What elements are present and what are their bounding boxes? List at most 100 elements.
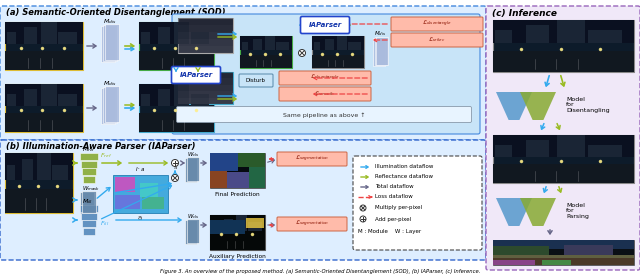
- Text: (b) Illumination-Aware Parser (IAParser): (b) Illumination-Aware Parser (IAParser): [6, 142, 195, 151]
- Bar: [5, 51, 83, 70]
- Bar: [493, 240, 634, 249]
- Bar: [493, 255, 634, 258]
- Bar: [186, 157, 198, 181]
- Bar: [178, 91, 233, 98]
- Bar: [312, 36, 364, 68]
- Bar: [157, 89, 170, 106]
- Bar: [276, 42, 289, 50]
- FancyBboxPatch shape: [172, 66, 221, 83]
- Bar: [248, 167, 265, 188]
- Text: $I\cdot a$: $I\cdot a$: [135, 165, 145, 173]
- Text: Reflectance dataflow: Reflectance dataflow: [375, 175, 433, 179]
- Text: $F_{ill}$: $F_{ill}$: [100, 219, 109, 228]
- Text: a: a: [138, 215, 142, 221]
- Bar: [139, 22, 214, 43]
- Bar: [42, 84, 57, 106]
- Bar: [139, 84, 214, 132]
- Bar: [253, 39, 262, 50]
- Text: Model
for
Parsing: Model for Parsing: [566, 203, 589, 219]
- Text: Disturb: Disturb: [246, 78, 266, 83]
- Bar: [542, 260, 570, 265]
- Bar: [265, 36, 275, 50]
- Bar: [210, 215, 265, 250]
- Bar: [312, 55, 364, 68]
- Bar: [178, 78, 233, 85]
- Text: $M_{dis}$: $M_{dis}$: [103, 79, 116, 88]
- FancyBboxPatch shape: [279, 71, 371, 85]
- Text: IAParser: IAParser: [308, 22, 342, 28]
- Bar: [493, 246, 549, 258]
- Bar: [83, 176, 95, 183]
- Bar: [105, 24, 119, 60]
- Bar: [174, 22, 189, 43]
- Bar: [210, 215, 265, 250]
- Bar: [178, 18, 233, 25]
- Bar: [493, 256, 634, 265]
- Bar: [237, 153, 265, 167]
- Bar: [326, 39, 334, 50]
- Bar: [139, 51, 214, 70]
- Polygon shape: [520, 92, 556, 120]
- Bar: [80, 153, 98, 160]
- Bar: [348, 42, 361, 50]
- Text: $M_{dis}$: $M_{dis}$: [103, 17, 116, 26]
- Polygon shape: [520, 198, 556, 226]
- Bar: [557, 20, 585, 43]
- Bar: [376, 37, 388, 65]
- Bar: [24, 89, 36, 106]
- Bar: [157, 27, 170, 43]
- Bar: [374, 37, 387, 65]
- Bar: [115, 195, 140, 209]
- Bar: [493, 51, 634, 72]
- Bar: [246, 218, 264, 228]
- Text: $\mathcal{L}_{disentangle}$: $\mathcal{L}_{disentangle}$: [310, 73, 340, 83]
- Bar: [240, 55, 292, 68]
- Bar: [5, 84, 83, 132]
- Bar: [42, 22, 57, 43]
- Bar: [178, 85, 233, 91]
- Bar: [113, 175, 168, 213]
- Text: $W_{cls}$: $W_{cls}$: [187, 150, 200, 159]
- Bar: [248, 222, 262, 231]
- FancyBboxPatch shape: [177, 106, 472, 122]
- Bar: [80, 192, 94, 214]
- Bar: [7, 32, 17, 43]
- Bar: [5, 22, 83, 43]
- Bar: [5, 153, 73, 213]
- Bar: [236, 215, 247, 231]
- Bar: [493, 164, 634, 183]
- Bar: [526, 25, 548, 43]
- Bar: [178, 18, 233, 53]
- Bar: [588, 30, 622, 43]
- Text: $F_{ref}$: $F_{ref}$: [100, 151, 112, 160]
- Text: $M_{ill}$: $M_{ill}$: [82, 197, 93, 206]
- Bar: [24, 27, 36, 43]
- Bar: [140, 183, 158, 197]
- Text: $M_{ref}$: $M_{ref}$: [82, 145, 96, 154]
- Bar: [373, 38, 385, 66]
- Bar: [81, 191, 95, 213]
- Circle shape: [172, 175, 179, 181]
- Bar: [178, 46, 233, 53]
- FancyBboxPatch shape: [277, 217, 347, 231]
- Bar: [141, 32, 150, 43]
- Circle shape: [360, 216, 366, 222]
- FancyBboxPatch shape: [0, 140, 486, 260]
- FancyBboxPatch shape: [279, 87, 371, 101]
- Bar: [7, 94, 17, 106]
- Bar: [588, 145, 622, 157]
- Bar: [142, 197, 164, 209]
- Bar: [58, 32, 77, 43]
- Text: $\mathcal{L}_{smooth}$: $\mathcal{L}_{smooth}$: [314, 89, 335, 98]
- Bar: [101, 88, 115, 124]
- Bar: [5, 22, 83, 70]
- Text: M : Module    W : Layer: M : Module W : Layer: [358, 230, 421, 235]
- Bar: [178, 32, 233, 39]
- Bar: [212, 222, 219, 231]
- Bar: [178, 25, 233, 32]
- Text: IAParser: IAParser: [179, 72, 212, 78]
- Bar: [101, 26, 115, 62]
- Bar: [5, 84, 83, 106]
- FancyBboxPatch shape: [486, 6, 640, 270]
- Bar: [240, 36, 292, 68]
